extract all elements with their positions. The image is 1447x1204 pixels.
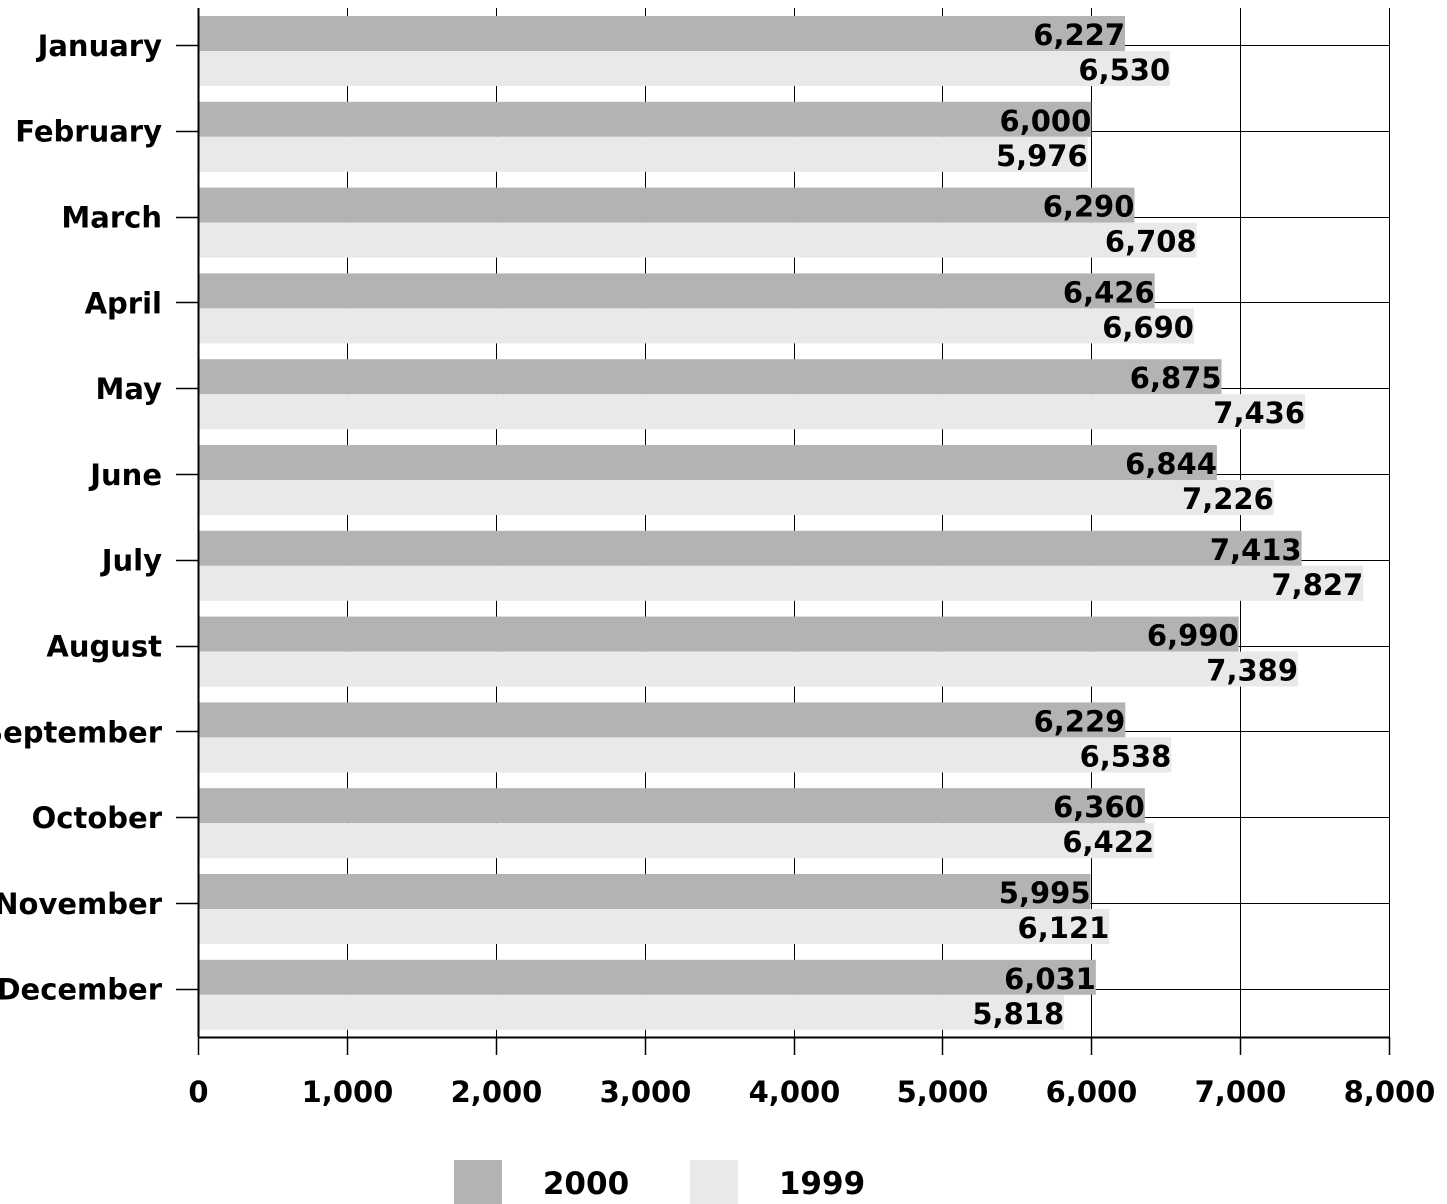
data-label: 6,229 xyxy=(1034,704,1126,738)
data-label: 7,827 xyxy=(1272,568,1364,602)
axes xyxy=(176,8,1391,1055)
data-label: 7,413 xyxy=(1210,533,1302,567)
y-category-label: February xyxy=(15,115,162,149)
y-category-label: August xyxy=(46,630,162,664)
y-category-label: May xyxy=(96,372,163,406)
bar-2000-november xyxy=(198,874,1091,909)
bar-2000-september xyxy=(198,702,1126,738)
legend-swatch-2000 xyxy=(454,1160,502,1204)
bar-2000-august xyxy=(198,616,1239,652)
x-tick-label: 5,000 xyxy=(897,1075,989,1109)
legend-swatch-1999 xyxy=(690,1160,738,1204)
bar-1999-march xyxy=(198,222,1197,258)
data-label: 6,990 xyxy=(1147,619,1239,653)
data-label: 6,530 xyxy=(1078,53,1170,87)
data-label: 6,875 xyxy=(1130,361,1222,395)
bar-2000-march xyxy=(198,187,1135,223)
bar-1999-may xyxy=(198,394,1306,430)
data-label: 6,000 xyxy=(1000,104,1092,138)
x-tick-label: 4,000 xyxy=(749,1075,841,1109)
data-label: 6,290 xyxy=(1043,190,1135,224)
bar-1999-october xyxy=(198,823,1155,859)
y-category-label: March xyxy=(61,201,162,235)
data-label: 6,360 xyxy=(1053,790,1145,824)
data-label: 5,818 xyxy=(972,997,1064,1031)
bar-1999-july xyxy=(198,565,1364,601)
y-category-label: April xyxy=(85,286,162,320)
bar-1999-november xyxy=(198,909,1110,944)
data-label: 7,226 xyxy=(1182,482,1274,516)
data-label: 5,976 xyxy=(996,139,1088,173)
bar-2000-may xyxy=(198,359,1222,395)
data-label: 7,389 xyxy=(1206,654,1298,688)
y-category-label: July xyxy=(100,544,162,578)
bar-1999-january xyxy=(198,51,1171,86)
x-tick-label: 8,000 xyxy=(1344,1075,1436,1109)
data-label: 7,436 xyxy=(1213,396,1305,430)
bar-1999-august xyxy=(198,651,1299,687)
legend: 2000 1999 xyxy=(454,1160,865,1204)
data-label: 6,426 xyxy=(1063,275,1155,309)
legend-label-2000: 2000 xyxy=(543,1166,629,1202)
bar-1999-december xyxy=(198,994,1065,1030)
legend-label-1999: 1999 xyxy=(779,1166,865,1202)
labels: 0 1,000 2,000 3,000 4,000 5,000 6,000 7,000 8,00… xyxy=(0,18,1435,1109)
y-category-label: January xyxy=(36,29,163,63)
x-tick-label: 3,000 xyxy=(600,1075,692,1109)
x-tick-label: 2,000 xyxy=(451,1075,543,1109)
data-label: 6,690 xyxy=(1102,310,1194,344)
y-category-label: November xyxy=(0,887,163,921)
x-tick-label: 1,000 xyxy=(302,1075,394,1109)
data-label: 6,538 xyxy=(1080,739,1172,773)
bar-1999-june xyxy=(198,480,1274,515)
bar-2000-february xyxy=(198,101,1092,137)
y-category-label: October xyxy=(32,801,163,835)
y-category-label: September xyxy=(0,715,163,749)
x-tick-label: 0 xyxy=(188,1075,208,1109)
x-tick-label: 6,000 xyxy=(1046,1075,1138,1109)
bar-1999-september xyxy=(198,737,1172,773)
data-label: 6,844 xyxy=(1125,447,1217,481)
bar-2000-october xyxy=(198,788,1145,824)
data-label: 6,121 xyxy=(1018,911,1110,945)
y-category-label: June xyxy=(88,458,162,492)
data-label: 6,422 xyxy=(1062,825,1154,859)
bar-2000-january xyxy=(198,16,1126,51)
y-category-label: December xyxy=(0,973,163,1007)
bar-2000-june xyxy=(198,445,1217,480)
bars xyxy=(198,16,1364,1030)
bar-2000-april xyxy=(198,273,1155,309)
bar-2000-december xyxy=(198,959,1096,995)
x-tick-label: 7,000 xyxy=(1195,1075,1287,1109)
data-label: 6,031 xyxy=(1004,962,1096,996)
bar-1999-april xyxy=(198,308,1194,344)
data-label: 5,995 xyxy=(999,876,1091,910)
data-label: 6,227 xyxy=(1033,18,1125,52)
bar-1999-february xyxy=(198,136,1088,172)
bar-2000-july xyxy=(198,530,1302,566)
data-label: 6,708 xyxy=(1105,225,1197,259)
